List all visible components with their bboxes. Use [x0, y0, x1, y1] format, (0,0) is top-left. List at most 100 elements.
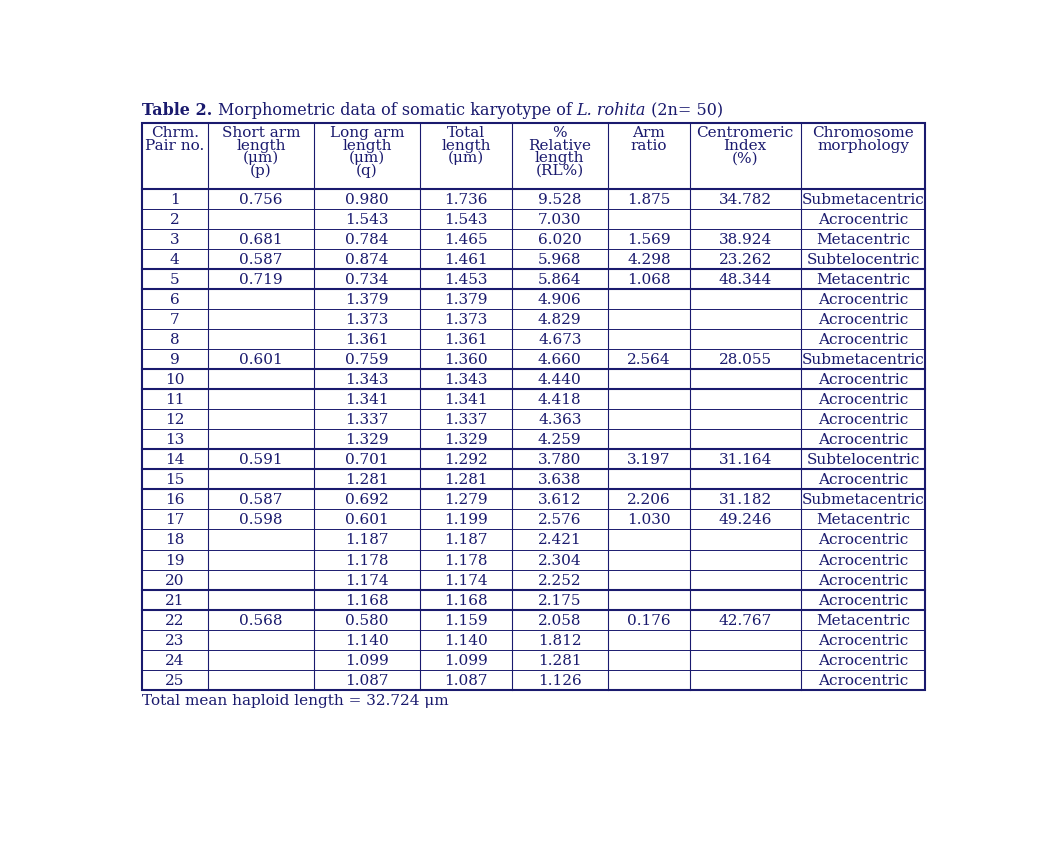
Text: Acrocentric: Acrocentric: [818, 333, 908, 347]
Text: 10: 10: [166, 373, 184, 387]
Text: (μm): (μm): [349, 151, 385, 165]
Text: 0.587: 0.587: [239, 492, 283, 507]
Text: 1.099: 1.099: [445, 653, 488, 667]
Text: 21: 21: [166, 593, 184, 607]
Text: 1.360: 1.360: [445, 353, 487, 367]
Text: 1.281: 1.281: [346, 473, 389, 486]
Text: 4.906: 4.906: [538, 293, 582, 307]
Text: 4.259: 4.259: [538, 433, 582, 446]
Text: Subtelocentric: Subtelocentric: [807, 253, 919, 267]
Text: 1.373: 1.373: [346, 313, 388, 327]
Text: Total: Total: [447, 126, 485, 140]
Text: Long arm: Long arm: [330, 126, 404, 140]
Text: 1.140: 1.140: [445, 633, 488, 647]
Text: length: length: [441, 138, 490, 153]
Text: Arm: Arm: [633, 126, 665, 140]
Text: 1.453: 1.453: [445, 273, 487, 287]
Text: 0.874: 0.874: [346, 253, 389, 267]
Text: 1.343: 1.343: [445, 373, 487, 387]
Text: %: %: [553, 126, 567, 140]
Text: 0.756: 0.756: [239, 193, 283, 207]
Text: 1.279: 1.279: [445, 492, 487, 507]
Text: 12: 12: [166, 413, 184, 427]
Text: 31.182: 31.182: [718, 492, 771, 507]
Text: 18: 18: [166, 532, 184, 547]
Text: 1.329: 1.329: [346, 433, 389, 446]
Text: 0.591: 0.591: [239, 453, 283, 467]
Text: 1.174: 1.174: [346, 573, 389, 587]
Text: (2n= 50): (2n= 50): [646, 102, 723, 119]
Text: 0.692: 0.692: [346, 492, 389, 507]
Text: morphology: morphology: [817, 138, 909, 153]
Text: Acrocentric: Acrocentric: [818, 313, 908, 327]
Text: 1: 1: [170, 193, 180, 207]
Text: Short arm: Short arm: [222, 126, 300, 140]
Text: 1.341: 1.341: [346, 393, 389, 407]
Text: Index: Index: [723, 138, 767, 153]
Text: 1.168: 1.168: [346, 593, 389, 607]
Text: Metacentric: Metacentric: [816, 613, 910, 627]
Text: 1.569: 1.569: [627, 233, 670, 247]
Text: 4.440: 4.440: [538, 373, 582, 387]
Text: 20: 20: [166, 573, 184, 587]
Text: 0.681: 0.681: [239, 233, 283, 247]
Text: 2.058: 2.058: [538, 613, 582, 627]
Text: (%): (%): [732, 151, 759, 165]
Text: 1.373: 1.373: [445, 313, 487, 327]
Text: 1.379: 1.379: [346, 293, 389, 307]
Text: L. rohita: L. rohita: [577, 102, 646, 119]
Text: Metacentric: Metacentric: [816, 273, 910, 287]
Text: Chrm.: Chrm.: [151, 126, 199, 140]
Text: 1.281: 1.281: [445, 473, 487, 486]
Text: Table 2.: Table 2.: [142, 102, 218, 119]
Text: 1.337: 1.337: [445, 413, 487, 427]
Text: Morphometric data of somatic karyotype of: Morphometric data of somatic karyotype o…: [218, 102, 577, 119]
Text: 1.199: 1.199: [445, 513, 488, 527]
Text: 1.736: 1.736: [445, 193, 487, 207]
Text: 1.099: 1.099: [346, 653, 389, 667]
Text: 0.701: 0.701: [346, 453, 389, 467]
Text: 1.068: 1.068: [627, 273, 670, 287]
Text: 3.638: 3.638: [538, 473, 582, 486]
Text: 4.418: 4.418: [538, 393, 582, 407]
Text: 5.968: 5.968: [538, 253, 582, 267]
Text: 0.568: 0.568: [239, 613, 283, 627]
Text: Submetacentric: Submetacentric: [802, 492, 924, 507]
Text: 2.576: 2.576: [538, 513, 582, 527]
Text: 42.767: 42.767: [718, 613, 771, 627]
Text: 25: 25: [166, 673, 184, 687]
Text: Acrocentric: Acrocentric: [818, 593, 908, 607]
Text: Acrocentric: Acrocentric: [818, 473, 908, 486]
Text: Acrocentric: Acrocentric: [818, 633, 908, 647]
Text: 0.598: 0.598: [239, 513, 283, 527]
Text: 1.178: 1.178: [346, 553, 389, 567]
Text: 6.020: 6.020: [538, 233, 582, 247]
Text: 1.187: 1.187: [346, 532, 389, 547]
Text: 4.673: 4.673: [538, 333, 582, 347]
Text: Subtelocentric: Subtelocentric: [807, 453, 919, 467]
Text: 5.864: 5.864: [538, 273, 582, 287]
Text: Acrocentric: Acrocentric: [818, 673, 908, 687]
Text: Metacentric: Metacentric: [816, 513, 910, 527]
Text: 1.341: 1.341: [445, 393, 487, 407]
Text: 17: 17: [166, 513, 184, 527]
Text: 2.252: 2.252: [538, 573, 582, 587]
Text: 1.187: 1.187: [445, 532, 487, 547]
Text: Centromeric: Centromeric: [696, 126, 794, 140]
Text: Submetacentric: Submetacentric: [802, 193, 924, 207]
Text: Acrocentric: Acrocentric: [818, 213, 908, 227]
Text: ratio: ratio: [631, 138, 667, 153]
Text: 48.344: 48.344: [718, 273, 771, 287]
Text: 0.980: 0.980: [346, 193, 389, 207]
Text: 3.780: 3.780: [538, 453, 582, 467]
Text: 8: 8: [170, 333, 180, 347]
Text: 1.361: 1.361: [346, 333, 389, 347]
Text: Metacentric: Metacentric: [816, 233, 910, 247]
Text: 3.612: 3.612: [538, 492, 582, 507]
Text: 0.759: 0.759: [346, 353, 389, 367]
Text: 1.292: 1.292: [445, 453, 488, 467]
Text: 1.379: 1.379: [445, 293, 487, 307]
Text: 16: 16: [166, 492, 184, 507]
Text: 0.601: 0.601: [239, 353, 283, 367]
Text: 1.337: 1.337: [346, 413, 388, 427]
